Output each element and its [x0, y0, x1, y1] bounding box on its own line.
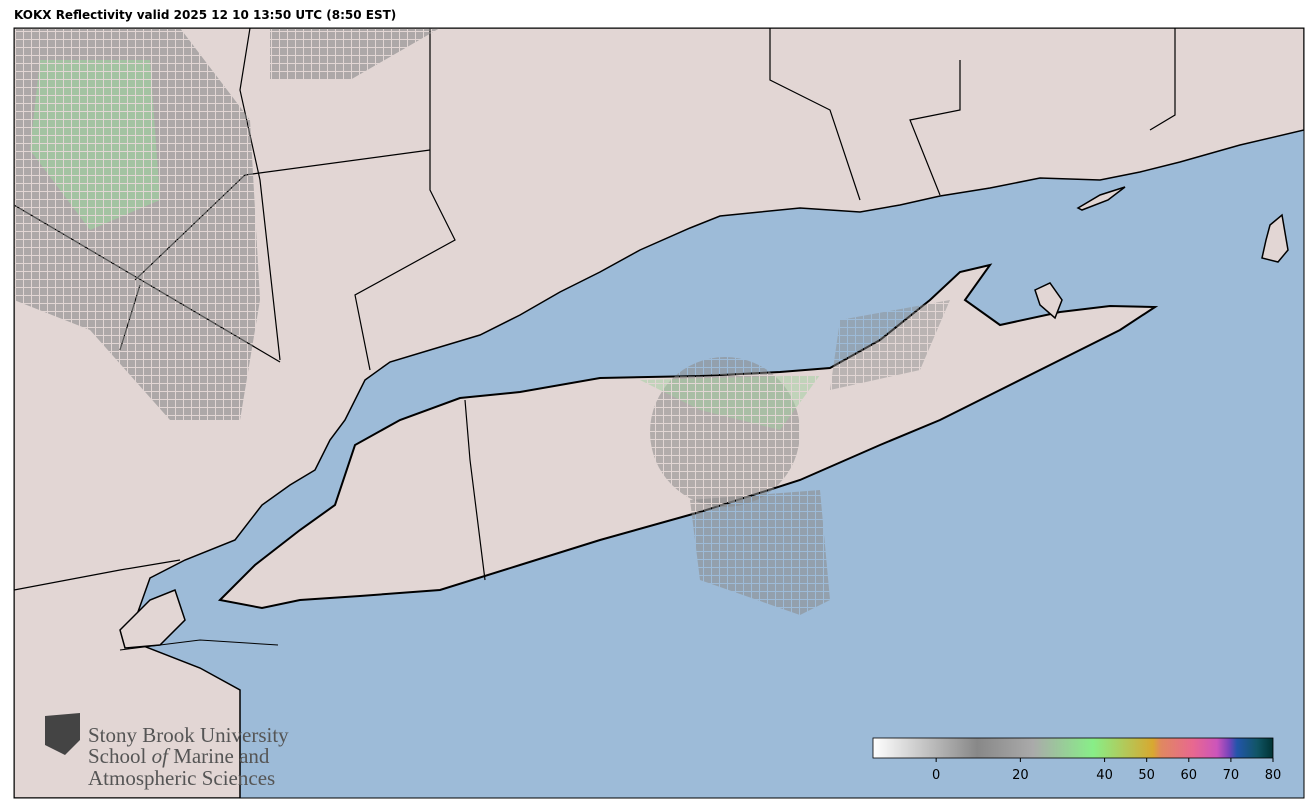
logo-word: Marine and [173, 744, 270, 768]
colorbar-tick-label: 80 [1265, 768, 1282, 783]
logo-line: Stony Brook University [88, 723, 289, 747]
colorbar-tick-label: 50 [1138, 768, 1155, 783]
colorbar-ticks: 0 20 40 50 60 70 80 [932, 758, 1281, 783]
logo-word: School [88, 744, 147, 768]
colorbar [872, 737, 1274, 759]
colorbar-tick-label: 70 [1223, 768, 1240, 783]
logo-word: of [152, 744, 172, 768]
colorbar-tick-label: 20 [1012, 768, 1029, 783]
colorbar-tick-label: 40 [1096, 768, 1113, 783]
colorbar-tick-label: 0 [932, 768, 940, 783]
logo-line: Atmospheric Sciences [88, 766, 275, 790]
map: Stony Brook University School of Marine … [14, 28, 1304, 798]
map-frame [13, 27, 1305, 799]
logo-shield [45, 713, 80, 755]
colorbar-tick-label: 60 [1181, 768, 1198, 783]
shipping-lane [119, 639, 279, 651]
logo: Stony Brook University School of Marine … [45, 713, 289, 790]
staten-island [119, 589, 186, 649]
logo-line: School of Marine and [88, 744, 270, 768]
gardiners-island [1034, 282, 1063, 320]
fishers-island [1076, 186, 1126, 211]
radar-echoes [14, 28, 950, 615]
block-island [1261, 213, 1289, 263]
mainland [14, 28, 1304, 798]
title: KOKX Reflectivity valid 2025 12 10 13:50… [14, 8, 396, 22]
